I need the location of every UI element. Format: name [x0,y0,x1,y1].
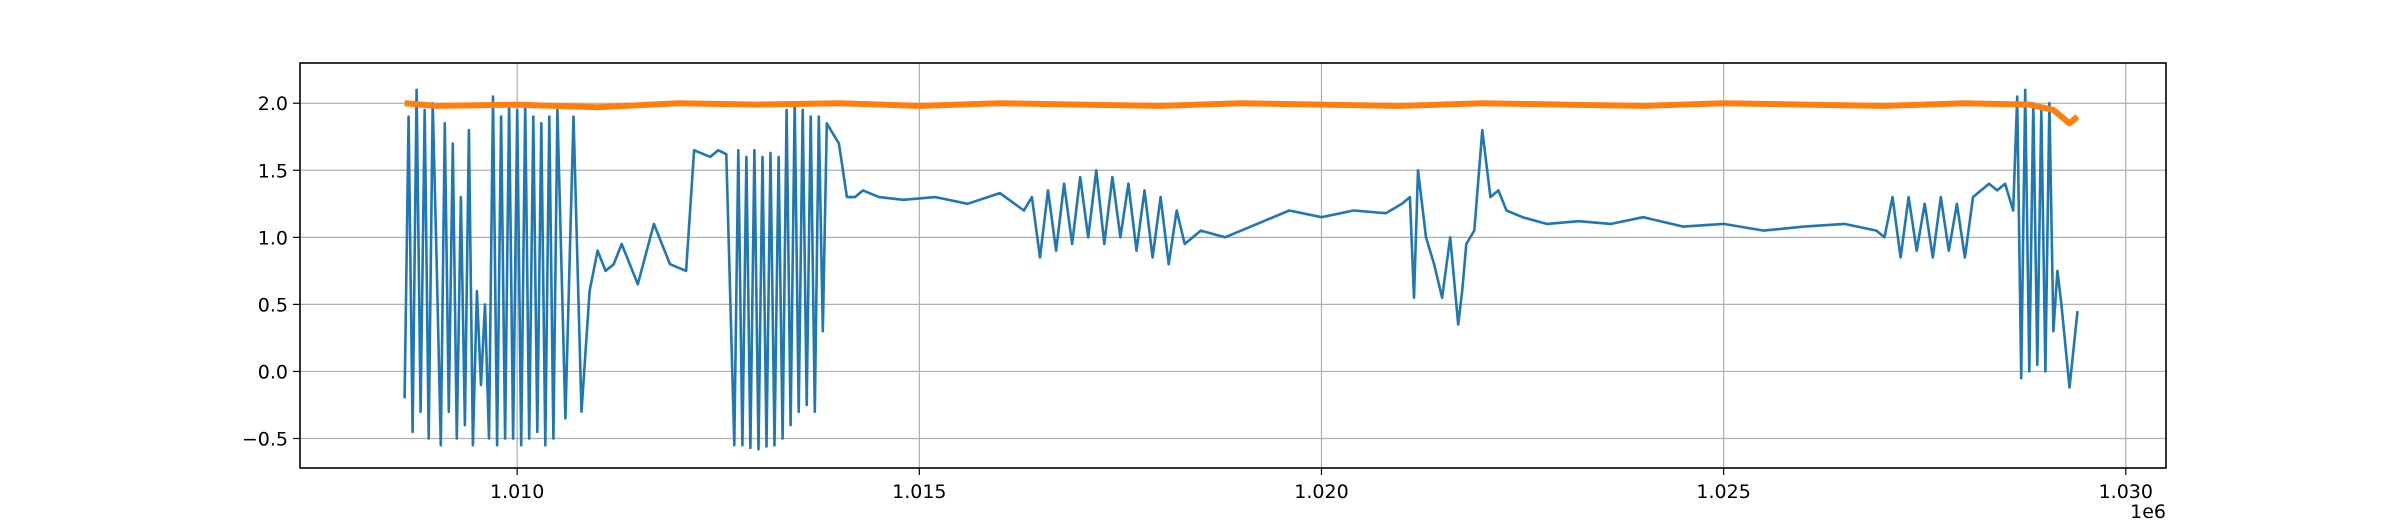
x-offset-label: 1e6 [2130,501,2166,523]
axes-frame [299,62,2167,469]
y-tick-label: −0.5 [242,428,288,450]
x-tick-label: 1.015 [892,481,946,503]
y-tick-label: 0.5 [258,294,288,316]
x-tick-label: 1.020 [1294,481,1348,503]
y-axis-ticks: −0.5 0.0 0.5 1.0 1.5 2.0 [242,93,300,450]
series-line-2 [404,100,2080,127]
y-tick-label: 1.0 [258,227,288,249]
y-tick-label: 2.0 [258,93,288,115]
y-tick-label: 1.5 [258,160,288,182]
x-tick-label: 1.030 [2099,481,2153,503]
series-line-1 [403,88,2079,451]
series-group [403,88,2080,451]
x-axis-ticks: 1.010 1.015 1.020 1.025 1.030 [490,468,2153,503]
x-tick-label: 1.025 [1696,481,1750,503]
x-tick-label: 1.010 [490,481,544,503]
y-tick-label: 0.0 [258,361,288,383]
